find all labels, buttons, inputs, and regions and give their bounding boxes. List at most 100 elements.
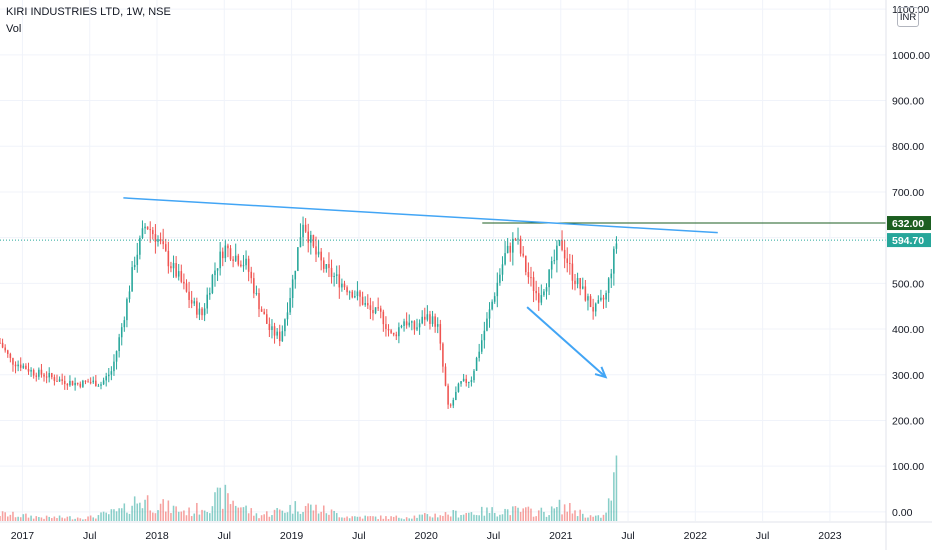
candle-body	[610, 273, 613, 279]
price-tags: 632.00 594.70	[887, 216, 931, 248]
volume-bar	[263, 514, 265, 521]
candle-body	[556, 245, 558, 261]
candle-body	[102, 380, 105, 385]
candle-body	[405, 321, 408, 326]
volume-bar	[216, 487, 219, 521]
y-tick-label: 700.00	[892, 187, 924, 199]
price-tag-label: 594.70	[892, 235, 924, 247]
volume-bar	[610, 500, 613, 521]
candle-body	[281, 331, 284, 342]
volume-bar	[307, 503, 310, 521]
currency-badge[interactable]: INR	[897, 7, 919, 27]
candle-body	[436, 324, 439, 327]
volume-bar	[291, 513, 294, 521]
candle-body	[359, 291, 361, 297]
candle-body	[175, 263, 177, 277]
candle-body	[369, 305, 372, 310]
candle-body	[113, 361, 115, 372]
volume-bar	[56, 518, 58, 521]
candle-body	[115, 351, 118, 362]
volume-bar	[408, 518, 411, 521]
x-axis[interactable]: 2017 Jul 2018 Jul 2019 Jul 2020 Jul 2021 Jul 2022 J…	[0, 521, 932, 542]
volume-bar	[131, 505, 133, 521]
candle-body	[480, 340, 483, 352]
volume-bar	[602, 514, 605, 521]
candle-body	[354, 296, 356, 298]
volume-bar	[537, 510, 540, 521]
candle-body	[465, 378, 467, 383]
volume-bar	[224, 484, 227, 521]
volume-bar	[597, 515, 600, 521]
volume-bar	[462, 514, 465, 521]
volume-bar	[566, 511, 569, 521]
candle-body	[584, 286, 587, 301]
candle-body	[367, 303, 369, 306]
volume-bar	[581, 513, 584, 521]
volume-bar	[312, 510, 315, 521]
candle-body	[328, 264, 330, 268]
candle-body	[193, 301, 196, 304]
volume-bar	[227, 493, 229, 521]
candle-body	[136, 254, 139, 265]
volume-bar	[38, 517, 40, 521]
currency-label: INR	[899, 11, 917, 23]
volume-bar	[120, 508, 123, 521]
volume-bar	[66, 516, 69, 521]
volume-bar	[237, 507, 240, 521]
volume-bar	[30, 515, 32, 521]
volume-bar	[488, 513, 491, 521]
volume-bar	[92, 517, 95, 521]
volume-label[interactable]: Vol	[6, 23, 22, 35]
volume-bar	[379, 515, 382, 521]
volume-bar	[377, 519, 379, 521]
candle-body	[418, 323, 421, 328]
volume-bar	[553, 508, 556, 521]
volume-bar	[455, 510, 457, 521]
y-tick-label: 900.00	[892, 96, 924, 108]
volume-bar	[12, 511, 14, 521]
candle-body	[493, 296, 496, 302]
candle-body	[35, 375, 38, 377]
volume-bar	[444, 512, 447, 521]
volume-bar	[413, 515, 416, 521]
candle-body	[587, 296, 589, 301]
volume-bar	[550, 506, 553, 521]
candle-body	[395, 334, 398, 337]
volume-bar	[351, 516, 354, 521]
volume-bar	[110, 509, 113, 521]
volume-bar	[209, 513, 211, 521]
candle-body	[483, 330, 486, 341]
candle-body	[545, 287, 548, 292]
candle-body	[310, 234, 312, 243]
x-tick-label: 2020	[414, 530, 438, 542]
volume-bar	[255, 513, 258, 521]
candle-body	[307, 231, 310, 243]
volume-bar	[229, 504, 232, 521]
x-tick-label: Jul	[621, 530, 634, 542]
symbol-title[interactable]: KIRI INDUSTRIES LTD, 1W, NSE	[6, 6, 171, 18]
annotations	[123, 197, 718, 379]
volume-bar	[387, 519, 390, 521]
candle-body	[240, 264, 242, 267]
volume-bar	[429, 516, 431, 521]
volume-bar	[514, 506, 517, 521]
candle-body	[56, 380, 58, 382]
volume-bar	[613, 472, 615, 521]
volume-bar	[369, 516, 372, 521]
candle-body	[255, 293, 258, 295]
candle-body	[356, 291, 359, 297]
volume-bar	[335, 513, 338, 521]
y-axis[interactable]: 0.00100.00200.00300.00400.00500.00600.00…	[885, 0, 930, 550]
volume-bar	[563, 504, 566, 521]
volume-bar	[561, 514, 563, 521]
volume-bar	[522, 508, 524, 521]
candle-body	[263, 311, 265, 315]
candle-body	[71, 380, 74, 386]
volume-bar	[250, 508, 253, 521]
volume-bar	[594, 515, 597, 521]
arrow-head	[594, 366, 608, 379]
volume-bar	[584, 517, 587, 521]
volume-bar	[304, 505, 307, 521]
candle-body	[416, 327, 418, 330]
